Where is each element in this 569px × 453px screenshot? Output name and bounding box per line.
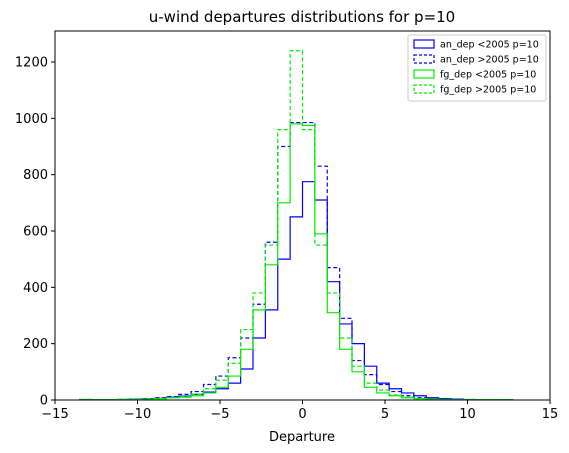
legend-swatch [413,39,435,49]
plot-frame [54,30,551,401]
series-layer [79,50,514,401]
x-axis-ticks: −15 −10 −5 0 5 10 15 [41,400,558,422]
series-1-histogram-step [79,181,514,401]
legend: an_dep <2005 p=10 an_dep >2005 p=10 fg_dep… [407,34,547,102]
x-tick-label: −5 [210,407,229,422]
legend-swatch [413,84,435,94]
y-tick-label: 400 [23,281,48,296]
legend-frame [407,34,547,102]
series-4-histogram-step [79,50,514,401]
x-tick-label: 0 [298,407,306,422]
x-tick-label: 10 [459,407,476,422]
y-tick-label: 800 [23,168,48,183]
x-tick-label: −15 [41,407,68,422]
x-tick-label: 5 [381,407,389,422]
legend-swatch [413,69,435,79]
series-3-histogram-step [79,123,514,401]
legend-label: an_dep >2005 p=10 [440,55,539,66]
legend-label: fg_dep >2005 p=10 [440,85,536,96]
legend-label: an_dep <2005 p=10 [440,40,539,51]
x-tick-label: −10 [124,407,151,422]
chart-title: u-wind departures distributions for p=10 [149,8,455,26]
legend-label: fg_dep <2005 p=10 [440,70,536,81]
y-tick-label: 1200 [15,55,48,70]
x-axis-label: Departure [269,430,335,445]
series-2-histogram-step [79,121,514,401]
y-tick-label: 600 [23,224,48,239]
x-tick-label: 15 [542,407,559,422]
y-tick-label: 0 [40,394,48,409]
y-axis-ticks: 0 200 400 600 800 1000 1200 [15,55,55,409]
legend-swatch [413,54,435,64]
y-tick-label: 1000 [15,112,48,127]
y-tick-label: 200 [23,337,48,352]
